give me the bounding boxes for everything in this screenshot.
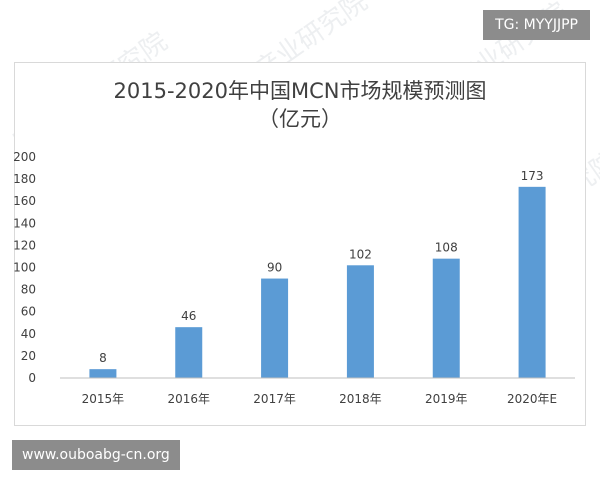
top-right-tag: TG: MYYJJPP: [483, 10, 590, 40]
x-tick-label: 2016年: [167, 392, 210, 406]
bar: [518, 186, 546, 378]
bar: [89, 369, 117, 378]
y-tick-label: 60: [21, 305, 36, 319]
bar: [432, 258, 460, 378]
x-tick-label: 2020年E: [507, 392, 557, 406]
bar-value-label: 108: [435, 241, 458, 255]
y-tick-label: 160: [13, 194, 36, 208]
y-tick-label: 140: [13, 216, 36, 230]
bar-value-label: 173: [521, 169, 544, 183]
y-tick-label: 120: [13, 238, 36, 252]
x-tick-label: 2019年: [425, 392, 468, 406]
bar: [261, 278, 289, 378]
x-tick-label: 2015年: [82, 392, 125, 406]
chart-subtitle: （亿元）: [258, 107, 342, 131]
bottom-left-tag: www.ouboabg-cn.org: [12, 440, 180, 470]
y-tick-label: 200: [13, 150, 36, 164]
chart-frame: [14, 62, 586, 426]
bar: [175, 327, 203, 378]
y-tick-label: 20: [21, 349, 36, 363]
y-tick-label: 100: [13, 261, 36, 275]
chart-title: 2015-2020年中国MCN市场规模预测图: [113, 79, 487, 103]
y-tick-label: 180: [13, 172, 36, 186]
y-tick-label: 0: [28, 371, 36, 385]
bar-value-label: 102: [349, 247, 372, 261]
bar-value-label: 46: [181, 309, 196, 323]
y-tick-label: 80: [21, 283, 36, 297]
bar: [346, 265, 374, 378]
bar-value-label: 8: [99, 351, 107, 365]
y-tick-label: 40: [21, 327, 36, 341]
bar-value-label: 90: [267, 261, 282, 275]
x-tick-label: 2018年: [339, 392, 382, 406]
x-tick-label: 2017年: [253, 392, 296, 406]
